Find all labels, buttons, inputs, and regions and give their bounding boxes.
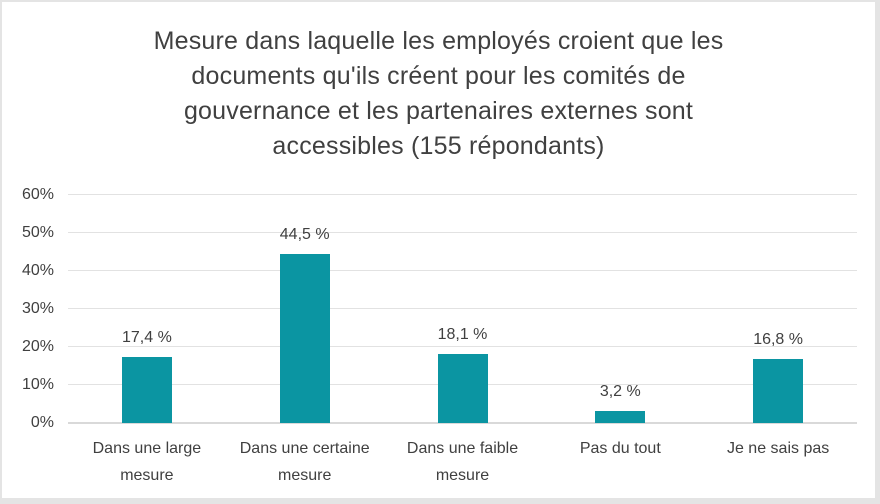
x-axis-category-label-line: Pas du tout	[579, 440, 661, 457]
y-axis-tick-label: 10%	[21, 376, 54, 393]
gridline	[68, 346, 857, 347]
bar	[753, 359, 804, 423]
x-axis-category-label: Dans une certaine mesure	[237, 435, 373, 489]
bar	[595, 411, 646, 423]
gridline	[68, 232, 857, 233]
plot-area: 0% 10% 20% 30% 40% 50% 60% 17,4 % Dans une large…	[2, 2, 875, 498]
chart-title-line-4: accessibles (155 répondants)	[272, 132, 605, 160]
x-axis-category-label: Je ne sais pas	[710, 435, 846, 462]
bar	[121, 357, 172, 423]
x-axis-category-label-line: Dans une certaine	[239, 440, 370, 457]
bar	[437, 354, 488, 423]
bar-value-label: 3,2 %	[599, 383, 641, 400]
y-axis-tick-label: 30%	[21, 300, 54, 317]
x-axis-category-label: Pas du tout	[552, 435, 688, 462]
chart-title-line-1: Mesure dans laquelle les employés croien…	[153, 27, 724, 55]
x-axis-category-label-line: mesure	[120, 467, 174, 484]
y-axis-tick-label: 0%	[30, 414, 54, 431]
y-axis-tick-label: 40%	[21, 262, 54, 279]
x-axis-line	[68, 422, 857, 424]
y-axis-tick-label: 60%	[21, 186, 54, 203]
bar	[279, 254, 330, 423]
gridline	[68, 308, 857, 309]
x-axis-category-label-line: mesure	[435, 467, 490, 484]
x-axis-category-label-line: mesure	[278, 467, 332, 484]
bar-value-label: 18,1 %	[437, 326, 488, 343]
y-axis-tick-label: 20%	[21, 338, 54, 355]
x-axis-category-label-line: Dans une faible	[406, 440, 519, 457]
bar-value-label: 17,4 %	[121, 329, 172, 346]
bar-value-label: 16,8 %	[753, 331, 803, 348]
chart-title-line-2: documents qu'ils créent pour les comités…	[191, 62, 686, 90]
x-axis-category-label: Dans une faible mesure	[395, 435, 531, 489]
x-axis-category-label-line: Dans une large	[92, 440, 202, 457]
chart-title: Mesure dans laquelle les employés croien…	[2, 24, 875, 164]
y-axis-tick-label: 50%	[21, 224, 54, 241]
bar-value-label: 44,5 %	[279, 226, 330, 243]
chart-title-line-3: gouvernance et les partenaires externes …	[183, 97, 694, 125]
x-axis-category-label-line: Je ne sais pas	[726, 440, 830, 457]
x-axis-category-label: Dans une large mesure	[79, 435, 215, 489]
gridline	[68, 194, 857, 195]
gridline	[68, 270, 857, 271]
